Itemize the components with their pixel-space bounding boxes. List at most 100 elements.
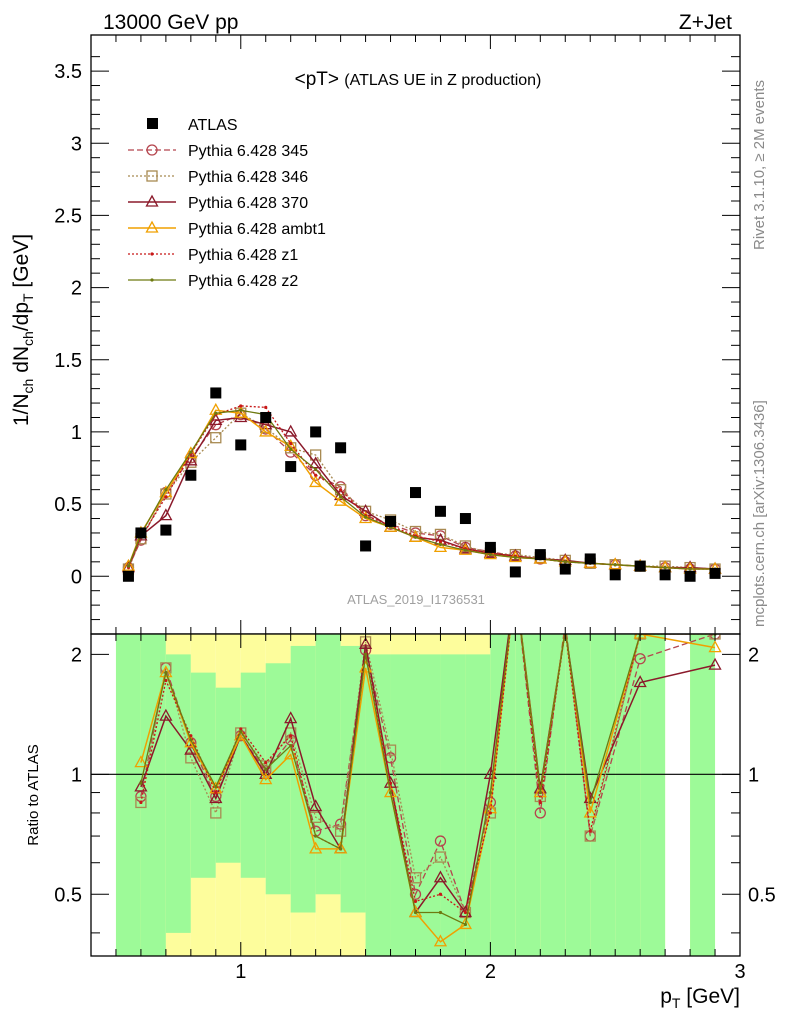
data-point-3 — [185, 469, 197, 481]
series-point-1-13 — [434, 528, 447, 541]
ratio-point-4-0 — [139, 800, 143, 805]
series-point-5-10 — [363, 515, 368, 519]
series-point-2-3 — [184, 453, 198, 466]
legend-marker-0 — [146, 144, 158, 156]
ratio-point-2-12 — [433, 870, 448, 883]
data-point-18 — [559, 563, 571, 575]
data-point-5 — [235, 439, 247, 451]
band-inner-2 — [165, 654, 191, 933]
ratio-point-5-4 — [239, 730, 243, 734]
ratio-point-0-12 — [434, 835, 447, 847]
ratio-y-tick-label: 1 — [71, 764, 82, 786]
legend-marker-2 — [145, 194, 159, 207]
ratio-point-0-16 — [534, 807, 546, 819]
y-tick-label: 2.5 — [54, 205, 82, 227]
ratio-point-0-8 — [334, 818, 347, 830]
ratio-point-2-19 — [633, 675, 647, 688]
legend-marker-data — [147, 118, 158, 129]
legend-label-2: Pythia 6.428 370 — [188, 195, 308, 212]
ratio-point-5-8 — [339, 847, 343, 851]
ratio-point-1-12 — [434, 851, 447, 863]
ratio-point-4-3 — [214, 790, 218, 795]
band-inner-0 — [115, 634, 141, 956]
data-point-6 — [260, 411, 272, 423]
ratio-point-4-11 — [413, 899, 418, 903]
ratio-point-5-3 — [214, 785, 218, 789]
ratio-point-0-19 — [634, 653, 646, 665]
ratio-point-2-6 — [284, 711, 298, 724]
series-point-4-7 — [289, 441, 293, 446]
main-plot-panel: 0 0.5 1 1.5 2 2.5 3 3.5 <pT> (ATLAS UE in Z pro… — [10, 34, 741, 635]
ratio-point-3-0 — [134, 755, 148, 768]
data-point-9 — [335, 442, 347, 454]
y-tick-label: 1 — [71, 422, 82, 444]
band-inner-7 — [290, 645, 316, 913]
series-point-5-3 — [189, 450, 193, 454]
legend-label-1: Pythia 6.428 346 — [188, 169, 308, 186]
series-point-3-3 — [184, 446, 198, 459]
title-suffix: (ATLAS UE in Z production) — [344, 72, 541, 89]
series-point-2-14 — [458, 541, 473, 554]
ratio-point-3-1 — [159, 665, 173, 678]
data-point-20 — [609, 569, 621, 581]
series-point-5-22 — [663, 566, 667, 570]
ratio-point-2-1 — [159, 708, 173, 721]
data-point-16 — [509, 566, 521, 578]
series-point-5-4 — [214, 411, 218, 415]
y-tick-label: 0 — [71, 566, 82, 588]
ratio-point-5-9 — [363, 652, 368, 656]
ratio-point-4-10 — [388, 781, 393, 785]
band-inner-21 — [640, 634, 666, 956]
ratio-point-5-5 — [264, 767, 268, 771]
ratio-point-0-11 — [409, 888, 422, 900]
series-point-2-2 — [159, 508, 173, 521]
ratio-y-tick-label: 2 — [71, 644, 82, 666]
ratio-point-5-18 — [588, 800, 592, 805]
series-point-3-13 — [433, 540, 448, 553]
ratio-point-4-12 — [438, 892, 443, 896]
data-point-23 — [684, 570, 696, 582]
ratio-point-2-9 — [358, 636, 373, 649]
data-point-14 — [459, 513, 471, 525]
data-point-15 — [484, 541, 496, 553]
ratio-point-5-11 — [413, 910, 418, 915]
series-point-5-23 — [688, 567, 692, 571]
ratio-point-5-16 — [538, 790, 542, 795]
series-point-3-6 — [259, 424, 273, 437]
ratio-point-5-7 — [314, 834, 318, 838]
series-point-3-9 — [334, 493, 348, 506]
data-point-24 — [709, 567, 721, 579]
series-line-4 — [127, 405, 715, 570]
mcplots-label: mcplots.cern.ch [arXiv:1306.3436] — [751, 400, 768, 627]
series-point-5-5 — [239, 408, 243, 412]
legend-label-3: Pythia 6.428 ambt1 — [188, 221, 326, 238]
series-point-2-7 — [284, 424, 298, 437]
series-point-5-7 — [289, 447, 293, 451]
series-point-5-16 — [513, 555, 517, 560]
ratio-point-3-12 — [433, 934, 448, 947]
data-point-19 — [584, 553, 596, 565]
series-point-4-2 — [164, 495, 168, 499]
band-inner-8 — [315, 634, 341, 895]
ratio-point-2-3 — [209, 791, 223, 804]
series-point-5-20 — [613, 563, 617, 567]
series-line-3 — [127, 409, 715, 570]
series-point-2-8 — [309, 456, 323, 469]
ratio-point-4-6 — [289, 734, 293, 738]
legend-label-5: Pythia 6.428 z2 — [188, 273, 298, 290]
band-inner-1 — [140, 634, 166, 956]
series-point-3-16 — [508, 550, 522, 563]
series-point-5-13 — [438, 542, 443, 547]
band-inner-12 — [415, 654, 441, 956]
ratio-point-4-16 — [538, 800, 542, 805]
data-point-8 — [310, 426, 322, 438]
ratio-y-tick-label: 0.5 — [54, 884, 82, 906]
legend-marker-3 — [145, 220, 159, 233]
ratio-y-label: Ratio to ATLAS — [25, 744, 42, 845]
ratio-point-5-14 — [488, 790, 492, 795]
ratio-point-4-18 — [588, 829, 592, 833]
series-point-4-13 — [438, 540, 443, 544]
series-point-2-4 — [209, 413, 223, 426]
series-point-3-20 — [608, 557, 622, 570]
